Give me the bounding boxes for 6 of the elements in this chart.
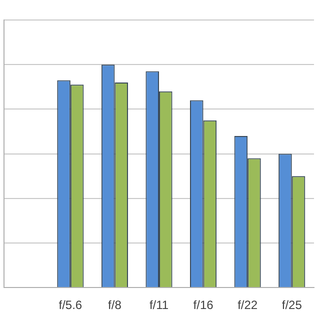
x-tick-label: f/22 [238, 298, 258, 312]
x-tick-label: f/11 [149, 298, 169, 312]
x-tick-label: f/16 [193, 298, 214, 312]
x-tick-label: f/5.6 [58, 298, 82, 312]
x-tick-label: f/8 [108, 298, 122, 312]
x-tick-label: f/25 [282, 298, 302, 312]
